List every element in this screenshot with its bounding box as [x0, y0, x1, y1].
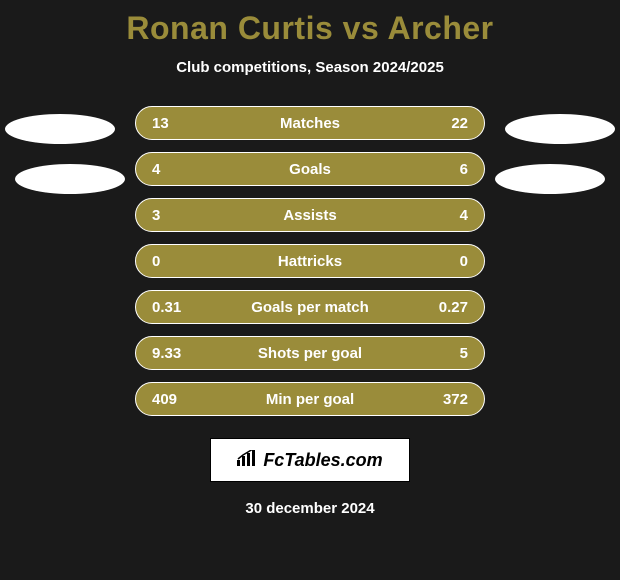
- date: 30 december 2024: [245, 500, 374, 517]
- stat-left-value: 0.31: [152, 299, 202, 316]
- stat-label: Goals: [289, 161, 331, 178]
- stat-right-value: 0: [418, 253, 468, 270]
- stat-row-min-per-goal: 409 Min per goal 372: [135, 382, 485, 416]
- stat-label: Hattricks: [278, 253, 342, 270]
- stat-row-assists: 3 Assists 4: [135, 198, 485, 232]
- player-right-ellipse-1: [505, 114, 615, 144]
- player-left-ellipse-2: [15, 164, 125, 194]
- stat-row-goals: 4 Goals 6: [135, 152, 485, 186]
- logo-box[interactable]: FcTables.com: [210, 438, 410, 482]
- stat-right-value: 5: [418, 345, 468, 362]
- player-right-ellipse-2: [495, 164, 605, 194]
- stat-label: Matches: [280, 115, 340, 132]
- stat-right-value: 0.27: [418, 299, 468, 316]
- stat-left-value: 13: [152, 115, 202, 132]
- subtitle: Club competitions, Season 2024/2025: [176, 59, 444, 76]
- stat-left-value: 0: [152, 253, 202, 270]
- main-container: Ronan Curtis vs Archer Club competitions…: [0, 0, 620, 580]
- stat-row-goals-per-match: 0.31 Goals per match 0.27: [135, 290, 485, 324]
- stat-row-matches: 13 Matches 22: [135, 106, 485, 140]
- stat-left-value: 4: [152, 161, 202, 178]
- stat-label: Min per goal: [266, 391, 354, 408]
- stat-label: Goals per match: [251, 299, 369, 316]
- page-title: Ronan Curtis vs Archer: [126, 10, 493, 47]
- stat-label: Assists: [283, 207, 336, 224]
- stat-left-value: 9.33: [152, 345, 202, 362]
- stat-right-value: 372: [418, 391, 468, 408]
- stat-left-value: 409: [152, 391, 202, 408]
- stat-row-hattricks: 0 Hattricks 0: [135, 244, 485, 278]
- stat-label: Shots per goal: [258, 345, 362, 362]
- player-left-ellipse-1: [5, 114, 115, 144]
- logo-text: FcTables.com: [263, 450, 382, 471]
- comparison-area: 13 Matches 22 4 Goals 6 3 Assists 4 0 Ha…: [0, 106, 620, 428]
- stat-right-value: 4: [418, 207, 468, 224]
- chart-icon: [237, 450, 257, 471]
- stat-row-shots-per-goal: 9.33 Shots per goal 5: [135, 336, 485, 370]
- stat-right-value: 22: [418, 115, 468, 132]
- stat-left-value: 3: [152, 207, 202, 224]
- stat-right-value: 6: [418, 161, 468, 178]
